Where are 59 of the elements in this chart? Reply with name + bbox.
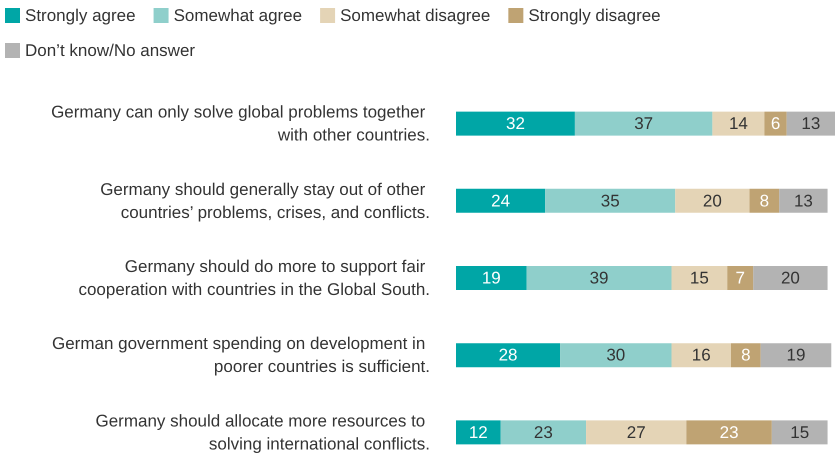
data-label: 19 bbox=[482, 268, 501, 288]
bar bbox=[574, 112, 712, 136]
legend-label: Don’t know/No answer bbox=[25, 41, 196, 60]
bar bbox=[586, 420, 686, 444]
data-label: 15 bbox=[790, 422, 810, 442]
bar bbox=[686, 420, 772, 444]
data-label: 20 bbox=[702, 191, 722, 210]
data-label: 19 bbox=[786, 346, 806, 365]
data-label: 16 bbox=[692, 346, 711, 365]
data-label: 27 bbox=[626, 422, 646, 442]
data-label: 39 bbox=[590, 268, 609, 288]
data-label: 13 bbox=[801, 114, 820, 134]
data-label: 13 bbox=[794, 191, 813, 210]
data-label: 37 bbox=[634, 114, 654, 134]
legend-label: Somewhat agree bbox=[174, 6, 302, 25]
data-label: 23 bbox=[534, 422, 553, 442]
y-tick-label: Germany should allocate more resources to solving international conflicts. bbox=[96, 411, 430, 454]
data-label: 8 bbox=[741, 346, 751, 365]
legend-label: Somewhat disagree bbox=[340, 6, 490, 25]
legend-label: Strongly disagree bbox=[528, 6, 661, 25]
y-tick-label: Germany should do more to support fair cooperation with countries in the Global South. bbox=[78, 257, 430, 299]
data-label: 30 bbox=[606, 346, 626, 365]
bar bbox=[727, 266, 754, 290]
bar bbox=[672, 266, 728, 290]
bar bbox=[545, 188, 676, 213]
bar bbox=[456, 188, 546, 213]
data-label: 32 bbox=[506, 114, 525, 134]
bar bbox=[456, 266, 527, 290]
data-label: 24 bbox=[491, 191, 510, 210]
bar bbox=[750, 188, 780, 213]
bar bbox=[753, 266, 828, 290]
bar bbox=[456, 343, 560, 368]
data-label: 15 bbox=[690, 268, 709, 288]
data-label: 8 bbox=[760, 191, 770, 210]
y-tick-label: Germany should generally stay out of other countries’ problems, crises, and conflicts. bbox=[100, 180, 430, 222]
legend-label: Strongly agree bbox=[25, 6, 136, 25]
bar bbox=[760, 343, 832, 368]
data-label: 12 bbox=[468, 422, 488, 442]
data-label: 35 bbox=[600, 191, 620, 210]
data-label: 6 bbox=[770, 114, 780, 134]
data-label: 20 bbox=[780, 268, 800, 288]
data-label: 14 bbox=[728, 114, 748, 134]
bar bbox=[456, 112, 575, 136]
bar bbox=[526, 266, 672, 290]
y-tick-label: German government spending on development in poorer countries is sufficient. bbox=[52, 334, 430, 376]
bar bbox=[779, 188, 828, 213]
bar bbox=[500, 420, 586, 444]
bar bbox=[730, 343, 761, 368]
bar bbox=[712, 112, 764, 136]
bar bbox=[772, 420, 828, 444]
bar bbox=[672, 343, 731, 368]
data-label: 7 bbox=[736, 268, 745, 288]
data-label: 23 bbox=[720, 422, 739, 442]
data-label: 28 bbox=[498, 346, 518, 365]
bar bbox=[456, 420, 501, 444]
y-tick-label: Germany can only solve global problems together with other countries. bbox=[51, 102, 430, 145]
bar bbox=[786, 112, 835, 136]
bar bbox=[675, 188, 750, 213]
bar bbox=[560, 343, 672, 368]
